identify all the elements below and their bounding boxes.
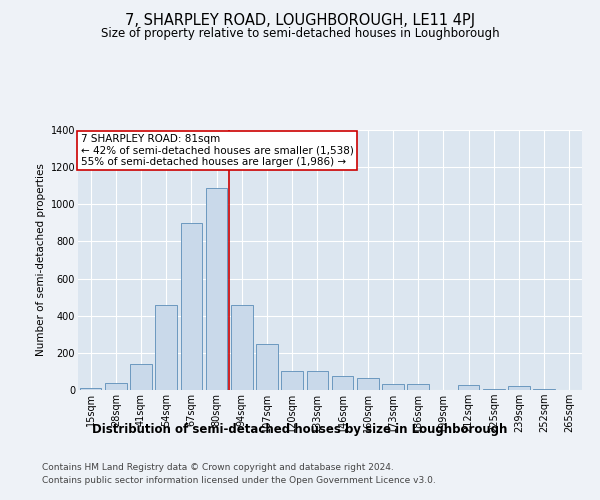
Text: Size of property relative to semi-detached houses in Loughborough: Size of property relative to semi-detach… [101, 28, 499, 40]
Bar [130, 364, 152, 390]
Bar [508, 386, 530, 390]
Bar [357, 378, 379, 390]
Text: 7 SHARPLEY ROAD: 81sqm
← 42% of semi-detached houses are smaller (1,538)
55% of : 7 SHARPLEY ROAD: 81sqm ← 42% of semi-det… [80, 134, 353, 167]
Bar [206, 188, 227, 390]
Bar [281, 370, 303, 390]
Bar [231, 304, 253, 390]
Y-axis label: Number of semi-detached properties: Number of semi-detached properties [37, 164, 46, 356]
Bar [382, 384, 404, 390]
Bar [155, 304, 177, 390]
Bar [256, 344, 278, 390]
Bar [332, 376, 353, 390]
Bar [181, 223, 202, 390]
Bar [307, 372, 328, 390]
Bar [483, 389, 505, 390]
Text: Contains public sector information licensed under the Open Government Licence v3: Contains public sector information licen… [42, 476, 436, 485]
Bar [458, 386, 479, 390]
Bar [80, 388, 101, 390]
Bar [407, 384, 429, 390]
Bar [105, 382, 127, 390]
Bar [533, 389, 555, 390]
Text: 7, SHARPLEY ROAD, LOUGHBOROUGH, LE11 4PJ: 7, SHARPLEY ROAD, LOUGHBOROUGH, LE11 4PJ [125, 12, 475, 28]
Text: Distribution of semi-detached houses by size in Loughborough: Distribution of semi-detached houses by … [92, 422, 508, 436]
Text: Contains HM Land Registry data © Crown copyright and database right 2024.: Contains HM Land Registry data © Crown c… [42, 462, 394, 471]
